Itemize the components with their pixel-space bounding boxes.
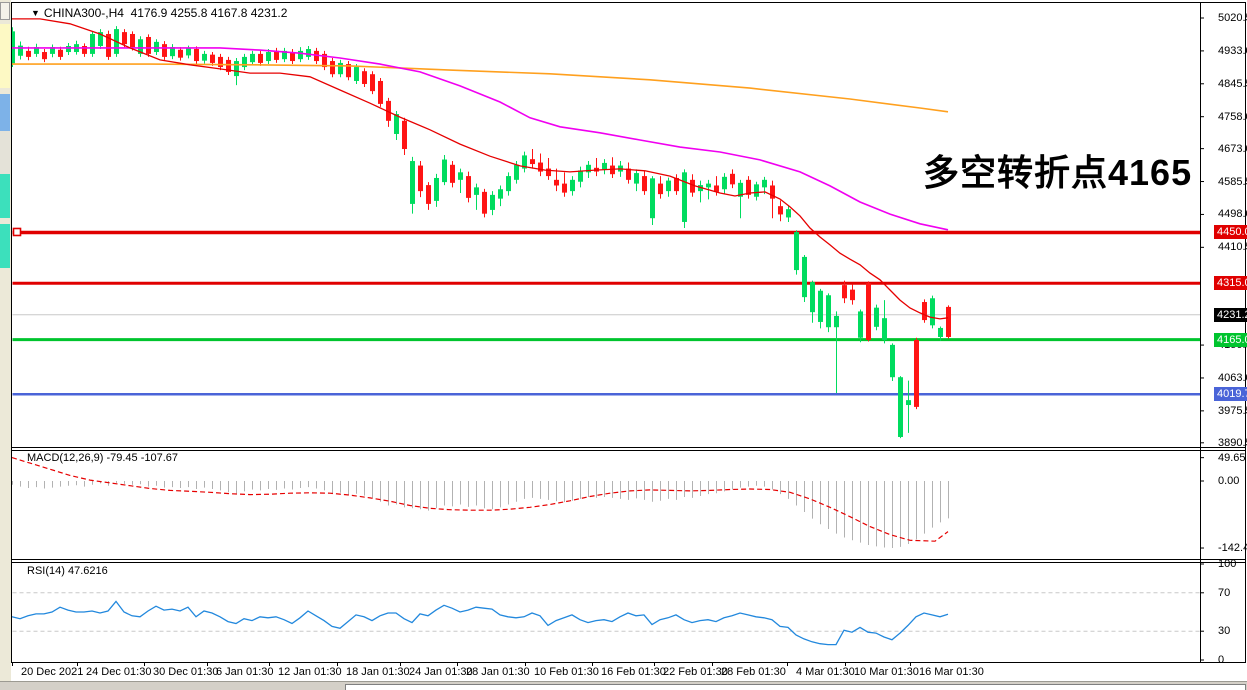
time-axis-label: 30 Dec 01:30	[153, 666, 219, 678]
time-axis-label: 6 Jan 01:30	[216, 666, 274, 678]
price-tick-label: 4585.5	[1218, 175, 1247, 188]
price-tick-label: 4410.5	[1218, 241, 1247, 254]
time-axis-label: 10 Feb 01:30	[534, 666, 599, 678]
bottom-window-edge	[0, 681, 1247, 690]
price-tick-label: 4063.0	[1218, 371, 1247, 384]
time-axis-label: 4 Mar 01:30	[796, 666, 855, 678]
rsi-scale-label: 70	[1218, 586, 1231, 599]
chart-dropdown-icon[interactable]: ▼	[31, 8, 40, 18]
macd-scale-label: -142.48	[1218, 542, 1247, 555]
price-level-box: 4019.7	[1214, 387, 1247, 402]
price-tick-label: 4933.0	[1218, 44, 1247, 57]
time-axis-label: 16 Feb 01:30	[601, 666, 666, 678]
rsi-scale-label: 0	[1218, 654, 1225, 666]
price-tick-label: 3890.5	[1218, 436, 1247, 449]
price-tick-label: 3975.5	[1218, 404, 1247, 417]
background-cyan-block	[0, 174, 10, 218]
time-axis-label: 28 Feb 01:30	[721, 666, 786, 678]
price-level-box: 4450.0	[1214, 225, 1247, 240]
price-tick-label: 4758.0	[1218, 110, 1247, 123]
rsi-scale-label: 30	[1218, 625, 1231, 638]
price-level-box: 4165.0	[1214, 332, 1247, 347]
background-gray-block	[0, 131, 10, 174]
price-level-box: 4315.0	[1214, 276, 1247, 291]
macd-scale-label: 0.00	[1218, 475, 1240, 487]
chart-tab-bar-edge	[345, 684, 1246, 690]
chart-title: ▼ CHINA300-,H4 4176.9 4255.8 4167.8 4231.…	[31, 6, 287, 20]
time-axis-label: 24 Dec 01:30	[86, 666, 152, 678]
chart-window[interactable]: ▼ CHINA300-,H4 4176.9 4255.8 4167.8 4231.…	[11, 0, 1247, 690]
rsi-scale-label: 100	[1218, 558, 1237, 570]
time-axis-label: 18 Jan 01:30	[346, 666, 410, 678]
background-icon-fragment	[0, 2, 10, 20]
price-tick-label: 4673.0	[1218, 142, 1247, 155]
chart-text-annotation[interactable]: 多空转折点4165	[923, 152, 1193, 193]
time-axis-label: 16 Mar 01:30	[919, 666, 984, 678]
time-axis-label: 22 Feb 01:30	[663, 666, 728, 678]
macd-scale-label: 49.65	[1218, 451, 1246, 464]
rsi-indicator-label: RSI(14) 47.6216	[27, 565, 108, 577]
time-axis-label: 24 Jan 01:30	[409, 666, 473, 678]
time-axis-label: 10 Mar 01:30	[854, 666, 919, 678]
price-tick-label: 4845.5	[1218, 77, 1247, 90]
time-axis-label: 28 Jan 01:30	[466, 666, 530, 678]
chart-canvas[interactable]	[11, 0, 1247, 690]
price-tick-label: 5020.5	[1218, 12, 1247, 24]
macd-indicator-label: MACD(12,26,9) -79.45 -107.67	[27, 452, 179, 464]
background-blue-block	[0, 94, 10, 131]
chart-ohlc-values: 4176.9 4255.8 4167.8 4231.2	[130, 6, 288, 20]
price-tick-label: 4498.0	[1218, 208, 1247, 221]
background-cyan-block-2	[0, 224, 10, 268]
chart-symbol-timeframe: CHINA300-,H4	[43, 6, 124, 20]
time-axis-label: 12 Jan 01:30	[278, 666, 342, 678]
time-axis-label: 20 Dec 2021	[21, 666, 84, 678]
background-window-sliver	[0, 0, 12, 690]
background-yellow-block	[0, 24, 10, 88]
current-price-box: 4231.2	[1214, 307, 1247, 322]
